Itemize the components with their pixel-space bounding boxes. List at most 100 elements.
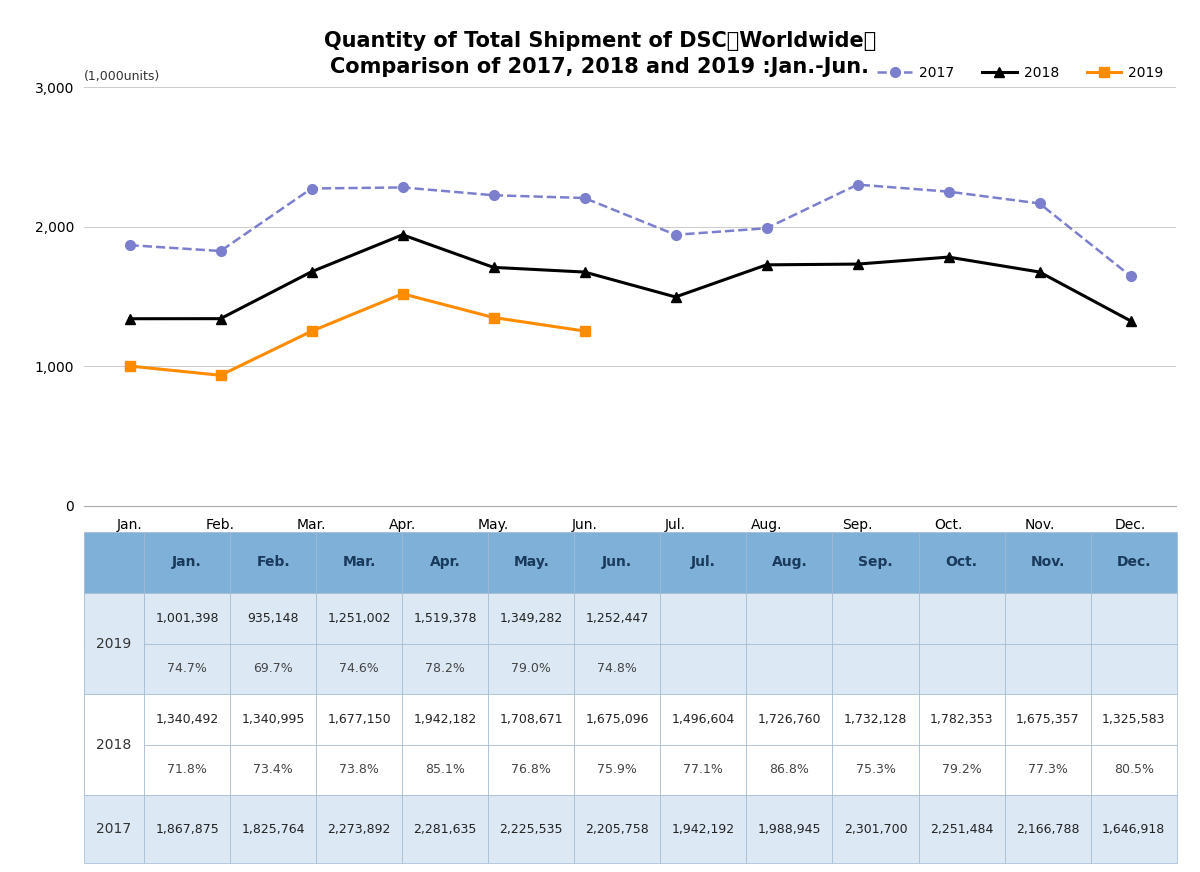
Text: 1,251,002: 1,251,002 (328, 612, 391, 624)
2017 (122, 240, 137, 250)
Bar (833, 795, 918, 863)
Text: 1,825,764: 1,825,764 (241, 823, 305, 835)
Text: 1,732,128: 1,732,128 (844, 713, 907, 726)
Text: 85.1%: 85.1% (425, 764, 466, 776)
Text: 1,646,918: 1,646,918 (1102, 823, 1165, 835)
Text: 2,251,484: 2,251,484 (930, 823, 994, 835)
2017 (486, 190, 500, 201)
2017 (668, 229, 683, 240)
Text: 75.3%: 75.3% (856, 764, 895, 776)
2018 (668, 292, 683, 303)
Bar (746, 694, 833, 745)
2019 (122, 361, 137, 371)
Line: 2018: 2018 (125, 230, 1135, 325)
Bar (144, 644, 230, 694)
Bar (1004, 593, 1091, 644)
2019 (395, 289, 409, 299)
Text: 1,708,671: 1,708,671 (499, 713, 563, 726)
Bar (575, 694, 660, 745)
Bar (230, 694, 316, 745)
Text: 1,782,353: 1,782,353 (930, 713, 994, 726)
Text: 1,519,378: 1,519,378 (414, 612, 476, 624)
Bar (1091, 644, 1177, 694)
Text: 2,225,535: 2,225,535 (499, 823, 563, 835)
Legend: 2017, 2018, 2019: 2017, 2018, 2019 (871, 61, 1169, 85)
Bar (1004, 644, 1091, 694)
Bar (575, 795, 660, 863)
Text: 1,675,357: 1,675,357 (1015, 713, 1079, 726)
Bar (144, 795, 230, 863)
Text: 1,988,945: 1,988,945 (757, 823, 821, 835)
Bar (84, 593, 144, 644)
2018 (851, 259, 865, 269)
Bar (84, 593, 144, 694)
Text: 1,496,604: 1,496,604 (672, 713, 736, 726)
Bar (833, 593, 918, 644)
Text: 1,340,995: 1,340,995 (241, 713, 305, 726)
Bar (316, 532, 402, 593)
Bar (488, 593, 575, 644)
Text: 78.2%: 78.2% (425, 663, 466, 675)
2017 (305, 183, 319, 194)
Text: Comparison of 2017, 2018 and 2019 :Jan.-Jun.: Comparison of 2017, 2018 and 2019 :Jan.-… (330, 57, 870, 77)
Bar (402, 593, 488, 644)
Text: 1,001,398: 1,001,398 (155, 612, 218, 624)
Text: 1,349,282: 1,349,282 (499, 612, 563, 624)
Text: (1,000units): (1,000units) (84, 70, 161, 83)
Line: 2017: 2017 (125, 180, 1135, 281)
2018 (941, 252, 955, 262)
Text: Nov.: Nov. (1031, 555, 1064, 569)
Bar (402, 745, 488, 795)
Bar (918, 532, 1004, 593)
Bar (1004, 795, 1091, 863)
2018 (1123, 316, 1138, 326)
Text: 80.5%: 80.5% (1114, 764, 1153, 776)
Text: 1,942,192: 1,942,192 (672, 823, 734, 835)
Text: 2,205,758: 2,205,758 (586, 823, 649, 835)
Bar (746, 532, 833, 593)
Text: 76.8%: 76.8% (511, 764, 551, 776)
Bar (144, 593, 230, 644)
Bar (746, 593, 833, 644)
Text: 2,281,635: 2,281,635 (414, 823, 476, 835)
Bar (1004, 745, 1091, 795)
Bar (1091, 694, 1177, 745)
Text: 69.7%: 69.7% (253, 663, 293, 675)
Bar (488, 694, 575, 745)
Text: 71.8%: 71.8% (167, 764, 208, 776)
Bar (402, 694, 488, 745)
2018 (122, 314, 137, 324)
Text: 935,148: 935,148 (247, 612, 299, 624)
Bar (84, 694, 144, 745)
Bar (918, 694, 1004, 745)
Text: 79.2%: 79.2% (942, 764, 982, 776)
2017 (851, 180, 865, 190)
Bar (918, 593, 1004, 644)
Text: 1,726,760: 1,726,760 (757, 713, 821, 726)
Text: Dec.: Dec. (1116, 555, 1151, 569)
Bar (316, 644, 402, 694)
Text: Mar.: Mar. (342, 555, 376, 569)
Bar (230, 532, 316, 593)
Bar (1004, 532, 1091, 593)
2018 (1032, 267, 1046, 277)
Bar (575, 532, 660, 593)
Text: 86.8%: 86.8% (769, 764, 809, 776)
Text: 1,677,150: 1,677,150 (328, 713, 391, 726)
Bar (918, 745, 1004, 795)
Bar (1091, 795, 1177, 863)
Bar (660, 532, 746, 593)
Bar (144, 745, 230, 795)
Text: May.: May. (514, 555, 550, 569)
Text: 1,675,096: 1,675,096 (586, 713, 649, 726)
Bar (230, 644, 316, 694)
Bar (660, 593, 746, 644)
Text: 2017: 2017 (96, 822, 132, 836)
Bar (84, 694, 144, 795)
Bar (488, 532, 575, 593)
Text: 73.8%: 73.8% (340, 764, 379, 776)
Text: 1,340,492: 1,340,492 (156, 713, 218, 726)
2019 (577, 326, 592, 337)
Bar (316, 694, 402, 745)
Bar (833, 532, 918, 593)
